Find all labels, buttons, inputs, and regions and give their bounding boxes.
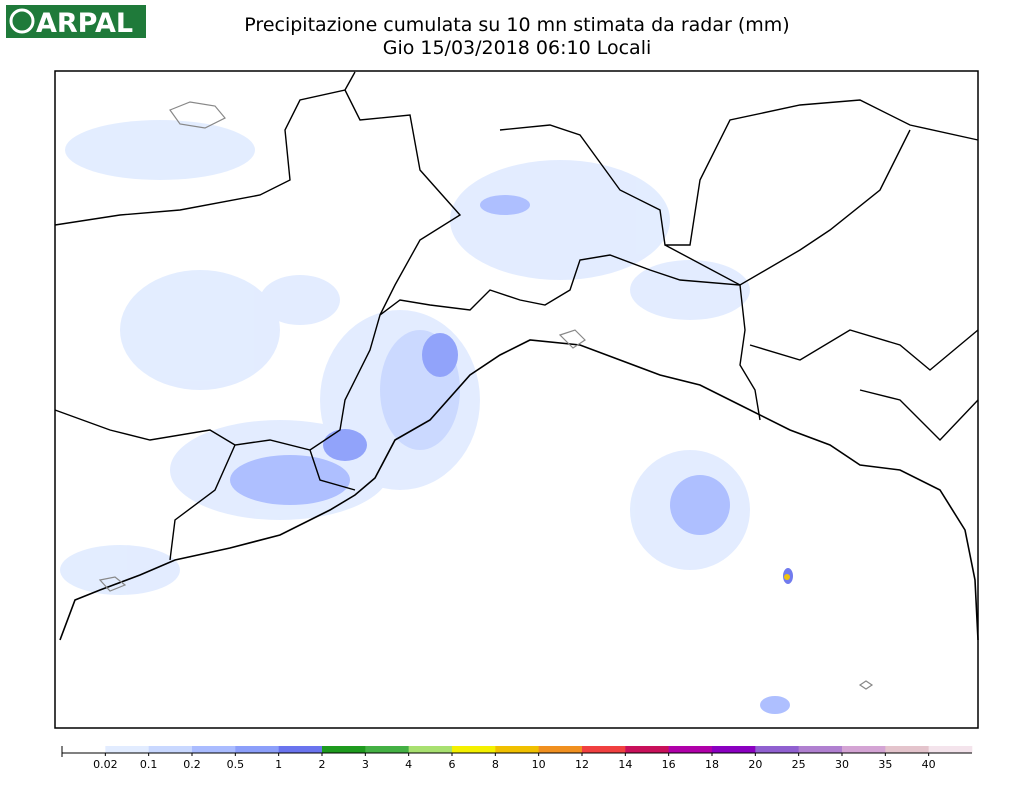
legend-swatch — [235, 746, 279, 753]
legend-swatch — [625, 746, 669, 753]
precipitation — [60, 120, 793, 714]
legend-swatch — [62, 746, 106, 753]
legend-label: 14 — [618, 758, 632, 771]
legend-label: 0.5 — [227, 758, 245, 771]
legend-swatch — [885, 746, 929, 753]
coastline — [59, 339, 979, 641]
legend-swatch — [538, 746, 583, 753]
region-border — [169, 254, 761, 561]
lake — [858, 680, 874, 690]
legend-label: 20 — [748, 758, 762, 771]
lakes — [98, 101, 874, 690]
lake — [98, 576, 127, 592]
legend-swatch — [712, 746, 756, 753]
subtitle: Gio 15/03/2018 06:10 Locali — [383, 37, 652, 59]
legend-swatch — [105, 746, 149, 753]
rain-area — [260, 275, 340, 325]
rain-area — [450, 160, 670, 280]
legend-label: 12 — [575, 758, 589, 771]
legend-swatch — [842, 746, 886, 753]
legend-label: 0.1 — [140, 758, 158, 771]
legend-label: 30 — [835, 758, 849, 771]
legend-swatch — [408, 746, 453, 753]
legend-label: 4 — [405, 758, 412, 771]
legend-swatch — [322, 746, 366, 753]
legend-label: 10 — [532, 758, 546, 771]
legend-swatch — [192, 746, 236, 753]
legend-swatch — [668, 746, 713, 753]
rain-area — [120, 270, 280, 390]
rain-area — [230, 455, 350, 505]
map — [54, 70, 979, 729]
legend-label: 40 — [922, 758, 936, 771]
legend-swatch — [278, 746, 323, 753]
rain-area — [323, 429, 367, 461]
legend-label: 1 — [275, 758, 282, 771]
legend-label: 0.2 — [183, 758, 201, 771]
logo: ARPAL — [6, 5, 146, 39]
rain-area — [760, 696, 790, 714]
logo-box — [6, 5, 146, 38]
region-border — [499, 99, 979, 286]
rain-area — [60, 545, 180, 595]
legend-swatch — [928, 746, 973, 753]
lake — [169, 101, 226, 129]
rain-area — [65, 120, 255, 180]
title: Precipitazione cumulata su 10 mn stimata… — [244, 14, 789, 36]
legend-label: 8 — [492, 758, 499, 771]
legend: 0.02 0.1 0.2 0.5 1 2 3 4 6 8 10 12 14 16 18 20 25 30 35 40 — [61, 746, 973, 771]
legend-swatch — [495, 746, 539, 753]
legend-swatch — [365, 746, 409, 753]
rain-area — [784, 574, 790, 580]
rain-area — [670, 475, 730, 535]
legend-label: 6 — [449, 758, 456, 771]
region-border — [54, 71, 462, 316]
region-border — [54, 329, 979, 491]
legend-swatch — [755, 746, 799, 753]
legend-swatch — [582, 746, 626, 753]
legend-swatch — [148, 746, 193, 753]
logo-icon — [9, 8, 35, 34]
legend-label: 2 — [319, 758, 326, 771]
legend-label: 0.02 — [93, 758, 118, 771]
logo-text: ARPAL — [36, 8, 133, 39]
legend-label: 3 — [362, 758, 369, 771]
rain-area — [480, 195, 530, 215]
legend-label: 35 — [878, 758, 892, 771]
legend-label: 16 — [662, 758, 676, 771]
legend-label: 25 — [792, 758, 806, 771]
legend-swatch — [452, 746, 496, 753]
rain-area — [422, 333, 458, 377]
lake — [558, 329, 586, 349]
legend-swatch — [798, 746, 843, 753]
legend-label: 18 — [705, 758, 719, 771]
